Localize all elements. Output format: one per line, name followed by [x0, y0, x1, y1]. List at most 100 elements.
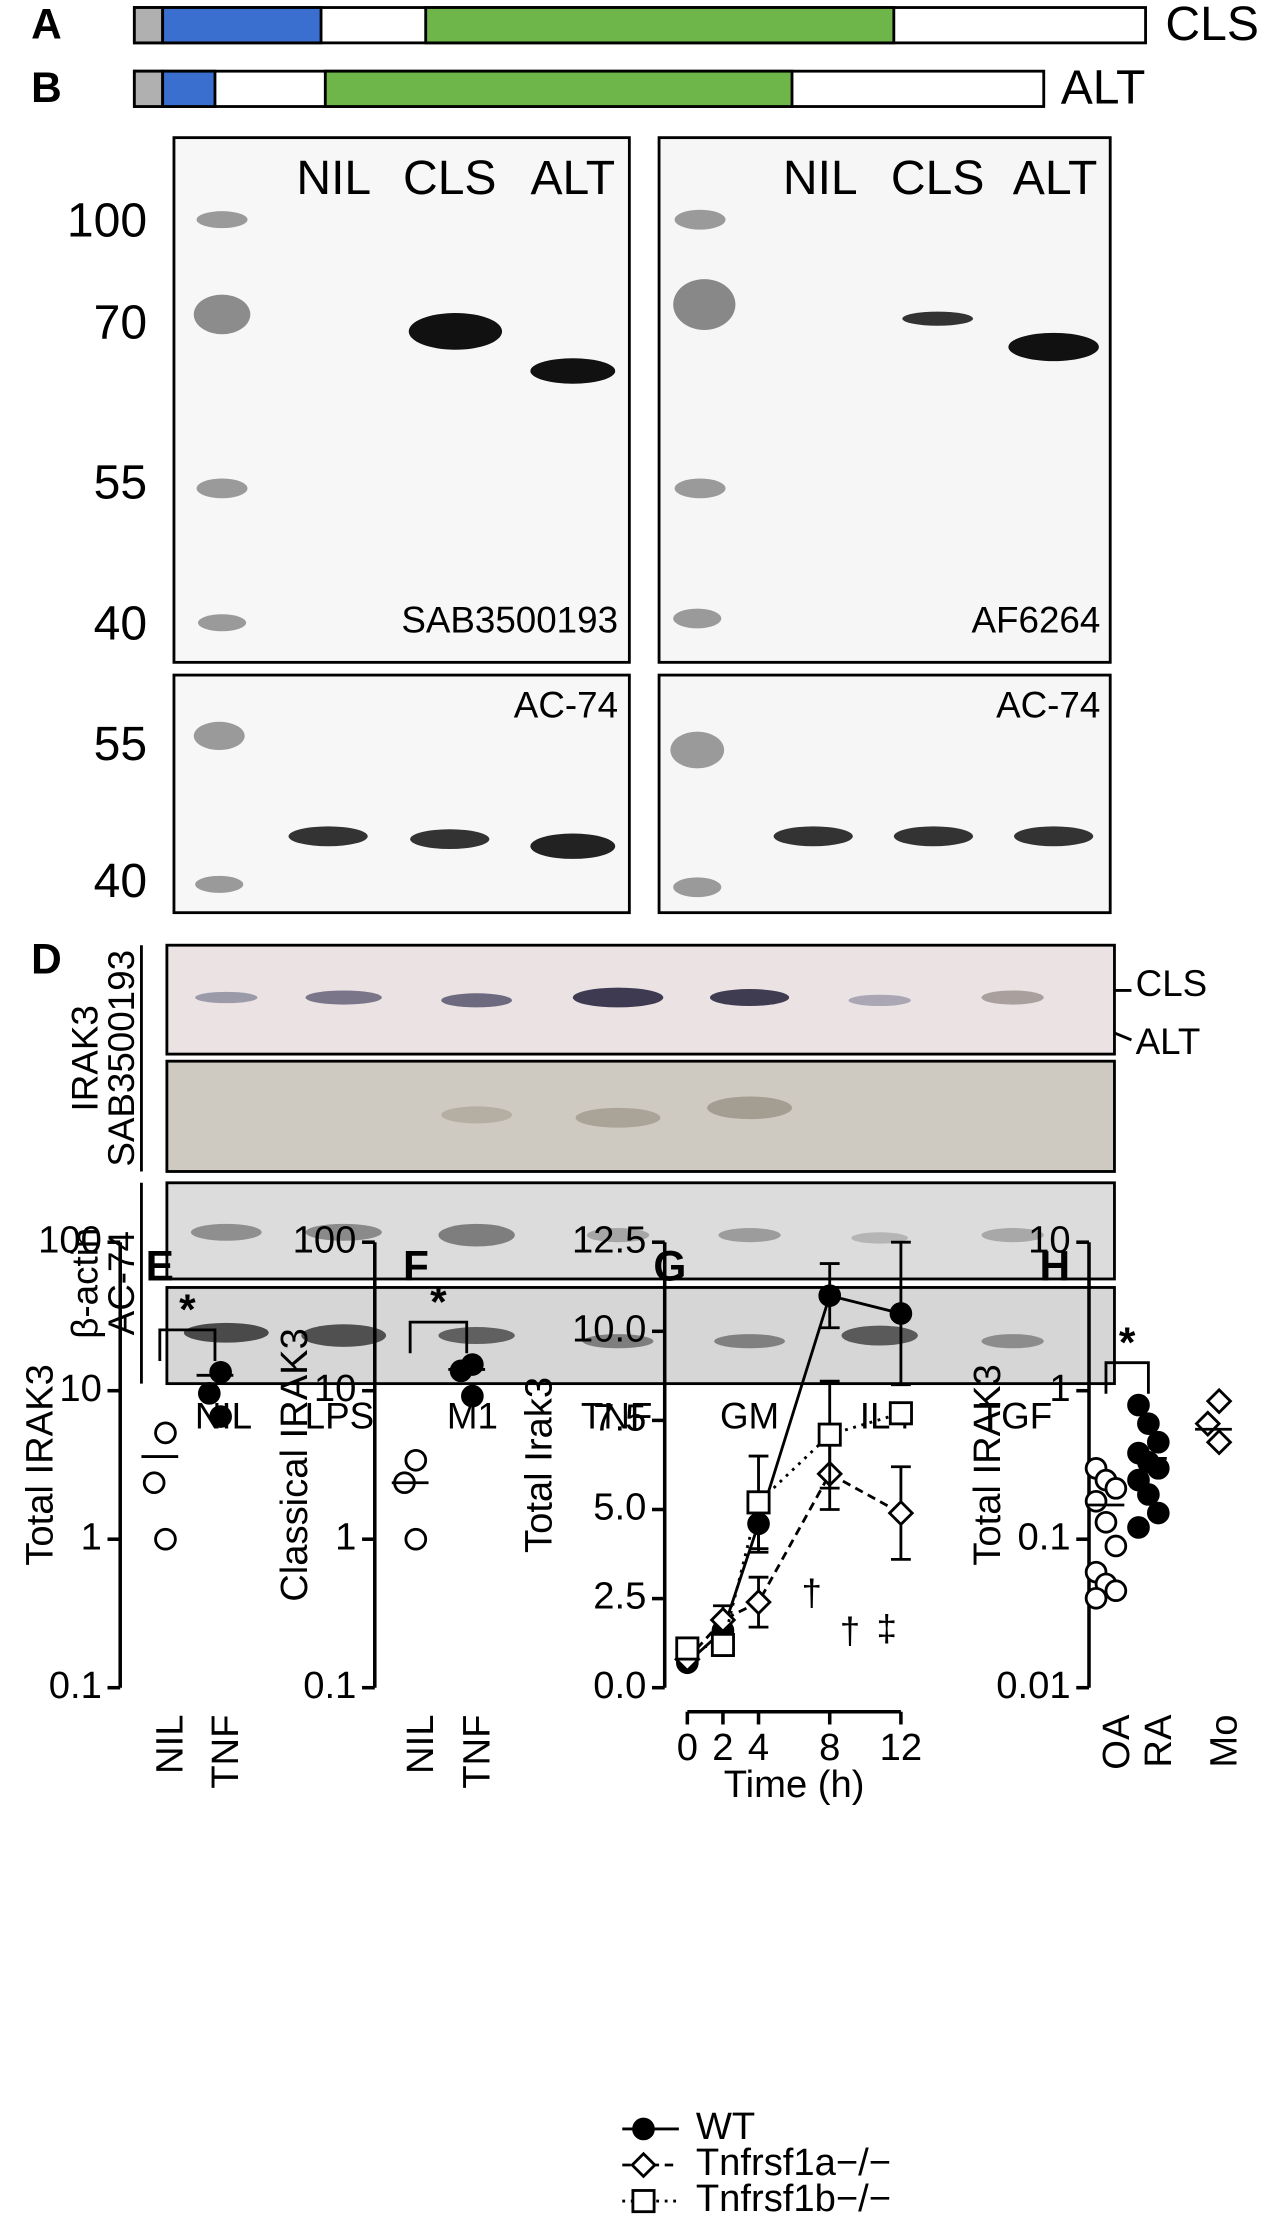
- point: [709, 1606, 737, 1634]
- point: [710, 1632, 735, 1657]
- construct-label: CLS: [1165, 0, 1259, 51]
- x-tick-label: Mo: [1202, 1715, 1245, 1768]
- y-tick-label: 10.0: [572, 1307, 646, 1350]
- x-axis-label: Time (h): [724, 1763, 865, 1806]
- lane-label: ALT: [1013, 151, 1098, 205]
- point: [1104, 1477, 1128, 1500]
- y-tick-label: 1: [335, 1515, 356, 1558]
- x-tick-label: TNF: [456, 1715, 499, 1789]
- x-tick-label: NIL: [399, 1715, 442, 1774]
- x-tick-label: 8: [819, 1726, 840, 1769]
- y-tick-label: 5.0: [593, 1486, 646, 1529]
- x-tick-label: 2: [712, 1726, 733, 1769]
- point: [404, 1448, 428, 1472]
- annotation: ‡: [877, 1608, 897, 1649]
- domain: [132, 69, 165, 108]
- lane-label: CLS: [403, 151, 497, 205]
- blot: [172, 673, 631, 915]
- antibody-label: AF6264: [972, 599, 1101, 640]
- significance: *: [179, 1286, 196, 1333]
- point: [1137, 1483, 1160, 1506]
- significance: *: [430, 1278, 447, 1325]
- point: [198, 1382, 221, 1405]
- y-axis-label: Total Irak3: [518, 1377, 561, 1553]
- panel-label: B: [31, 64, 62, 111]
- point: [1146, 1457, 1170, 1480]
- point: [1146, 1430, 1170, 1454]
- point: [1205, 1387, 1233, 1415]
- y-axis-label: Classical IRAK3: [273, 1328, 316, 1602]
- point: [461, 1384, 484, 1408]
- lane-label: LPS: [305, 1396, 375, 1437]
- series-line: [687, 1411, 902, 1650]
- x-tick-label: 4: [748, 1726, 769, 1769]
- row-label: β-actin: [64, 1228, 105, 1339]
- point: [404, 1527, 428, 1551]
- annotation: †: [840, 1611, 860, 1652]
- point: [1104, 1534, 1128, 1558]
- annotation: †: [802, 1572, 822, 1613]
- point: [889, 1302, 913, 1325]
- domain: [132, 6, 165, 45]
- y-axis-label: Total IRAK3: [19, 1364, 62, 1566]
- domain: [424, 6, 896, 45]
- panel-label: H: [1040, 1242, 1071, 1289]
- significance-bracket: [158, 1328, 217, 1361]
- mw-marker: 70: [94, 295, 147, 349]
- x-tick-label: NIL: [149, 1715, 192, 1774]
- y-tick-label: 0.0: [593, 1664, 646, 1707]
- lane-label: TGF: [979, 1396, 1053, 1437]
- construct-label: ALT: [1061, 61, 1146, 115]
- ladder: [193, 209, 736, 898]
- lane-label: CLS: [891, 151, 985, 205]
- significance-bracket: [1104, 1361, 1150, 1394]
- point: [887, 1499, 915, 1527]
- domain: [323, 69, 794, 108]
- y-tick-label: 0.01: [996, 1664, 1070, 1707]
- band-pointer: [1113, 989, 1132, 1042]
- blot: [657, 136, 1112, 664]
- point: [209, 1360, 232, 1384]
- point: [817, 1422, 842, 1447]
- row-label: IRAK3: [64, 1005, 105, 1111]
- point: [1104, 1579, 1128, 1603]
- domain: [161, 6, 323, 45]
- lane-label: TNF: [581, 1396, 652, 1437]
- point: [1137, 1412, 1160, 1435]
- band-label: ALT: [1136, 1021, 1201, 1062]
- y-tick-label: 10: [1028, 1218, 1070, 1261]
- x-tick-label: TNF: [204, 1715, 247, 1789]
- y-tick-label: 0.1: [49, 1664, 102, 1707]
- point: [1146, 1501, 1170, 1525]
- mw-marker: 40: [94, 597, 147, 651]
- point: [1205, 1428, 1233, 1456]
- panel-label: E: [146, 1242, 174, 1289]
- point: [154, 1421, 177, 1445]
- y-tick-label: 1: [81, 1515, 102, 1558]
- point: [1127, 1393, 1150, 1417]
- point: [745, 1588, 772, 1616]
- significance-bracket: [408, 1320, 469, 1354]
- y-tick-label: 10: [314, 1367, 356, 1410]
- lane-label: NIL: [783, 151, 858, 205]
- panel-label: A: [31, 1, 62, 48]
- point: [1094, 1510, 1118, 1534]
- legend-label: Tnfrsf1a−/−: [696, 2141, 891, 2184]
- point: [1194, 1410, 1222, 1437]
- point: [1127, 1516, 1150, 1539]
- mw-marker: 100: [67, 194, 147, 248]
- y-tick-label: 0.1: [303, 1664, 356, 1707]
- lane-label: GM: [720, 1396, 779, 1437]
- bands-d: [183, 987, 1044, 1349]
- x-tick-label: 0: [677, 1726, 698, 1769]
- mw-marker: 40: [94, 854, 147, 908]
- point: [818, 1284, 842, 1307]
- x-tick-label: RA: [1137, 1714, 1180, 1768]
- antibody-label: AC-74: [996, 684, 1100, 725]
- mw-marker: 55: [94, 717, 147, 771]
- antibody-label: AC-74: [514, 684, 618, 725]
- point: [675, 1636, 700, 1661]
- point: [746, 1490, 771, 1515]
- bands: [288, 311, 1099, 859]
